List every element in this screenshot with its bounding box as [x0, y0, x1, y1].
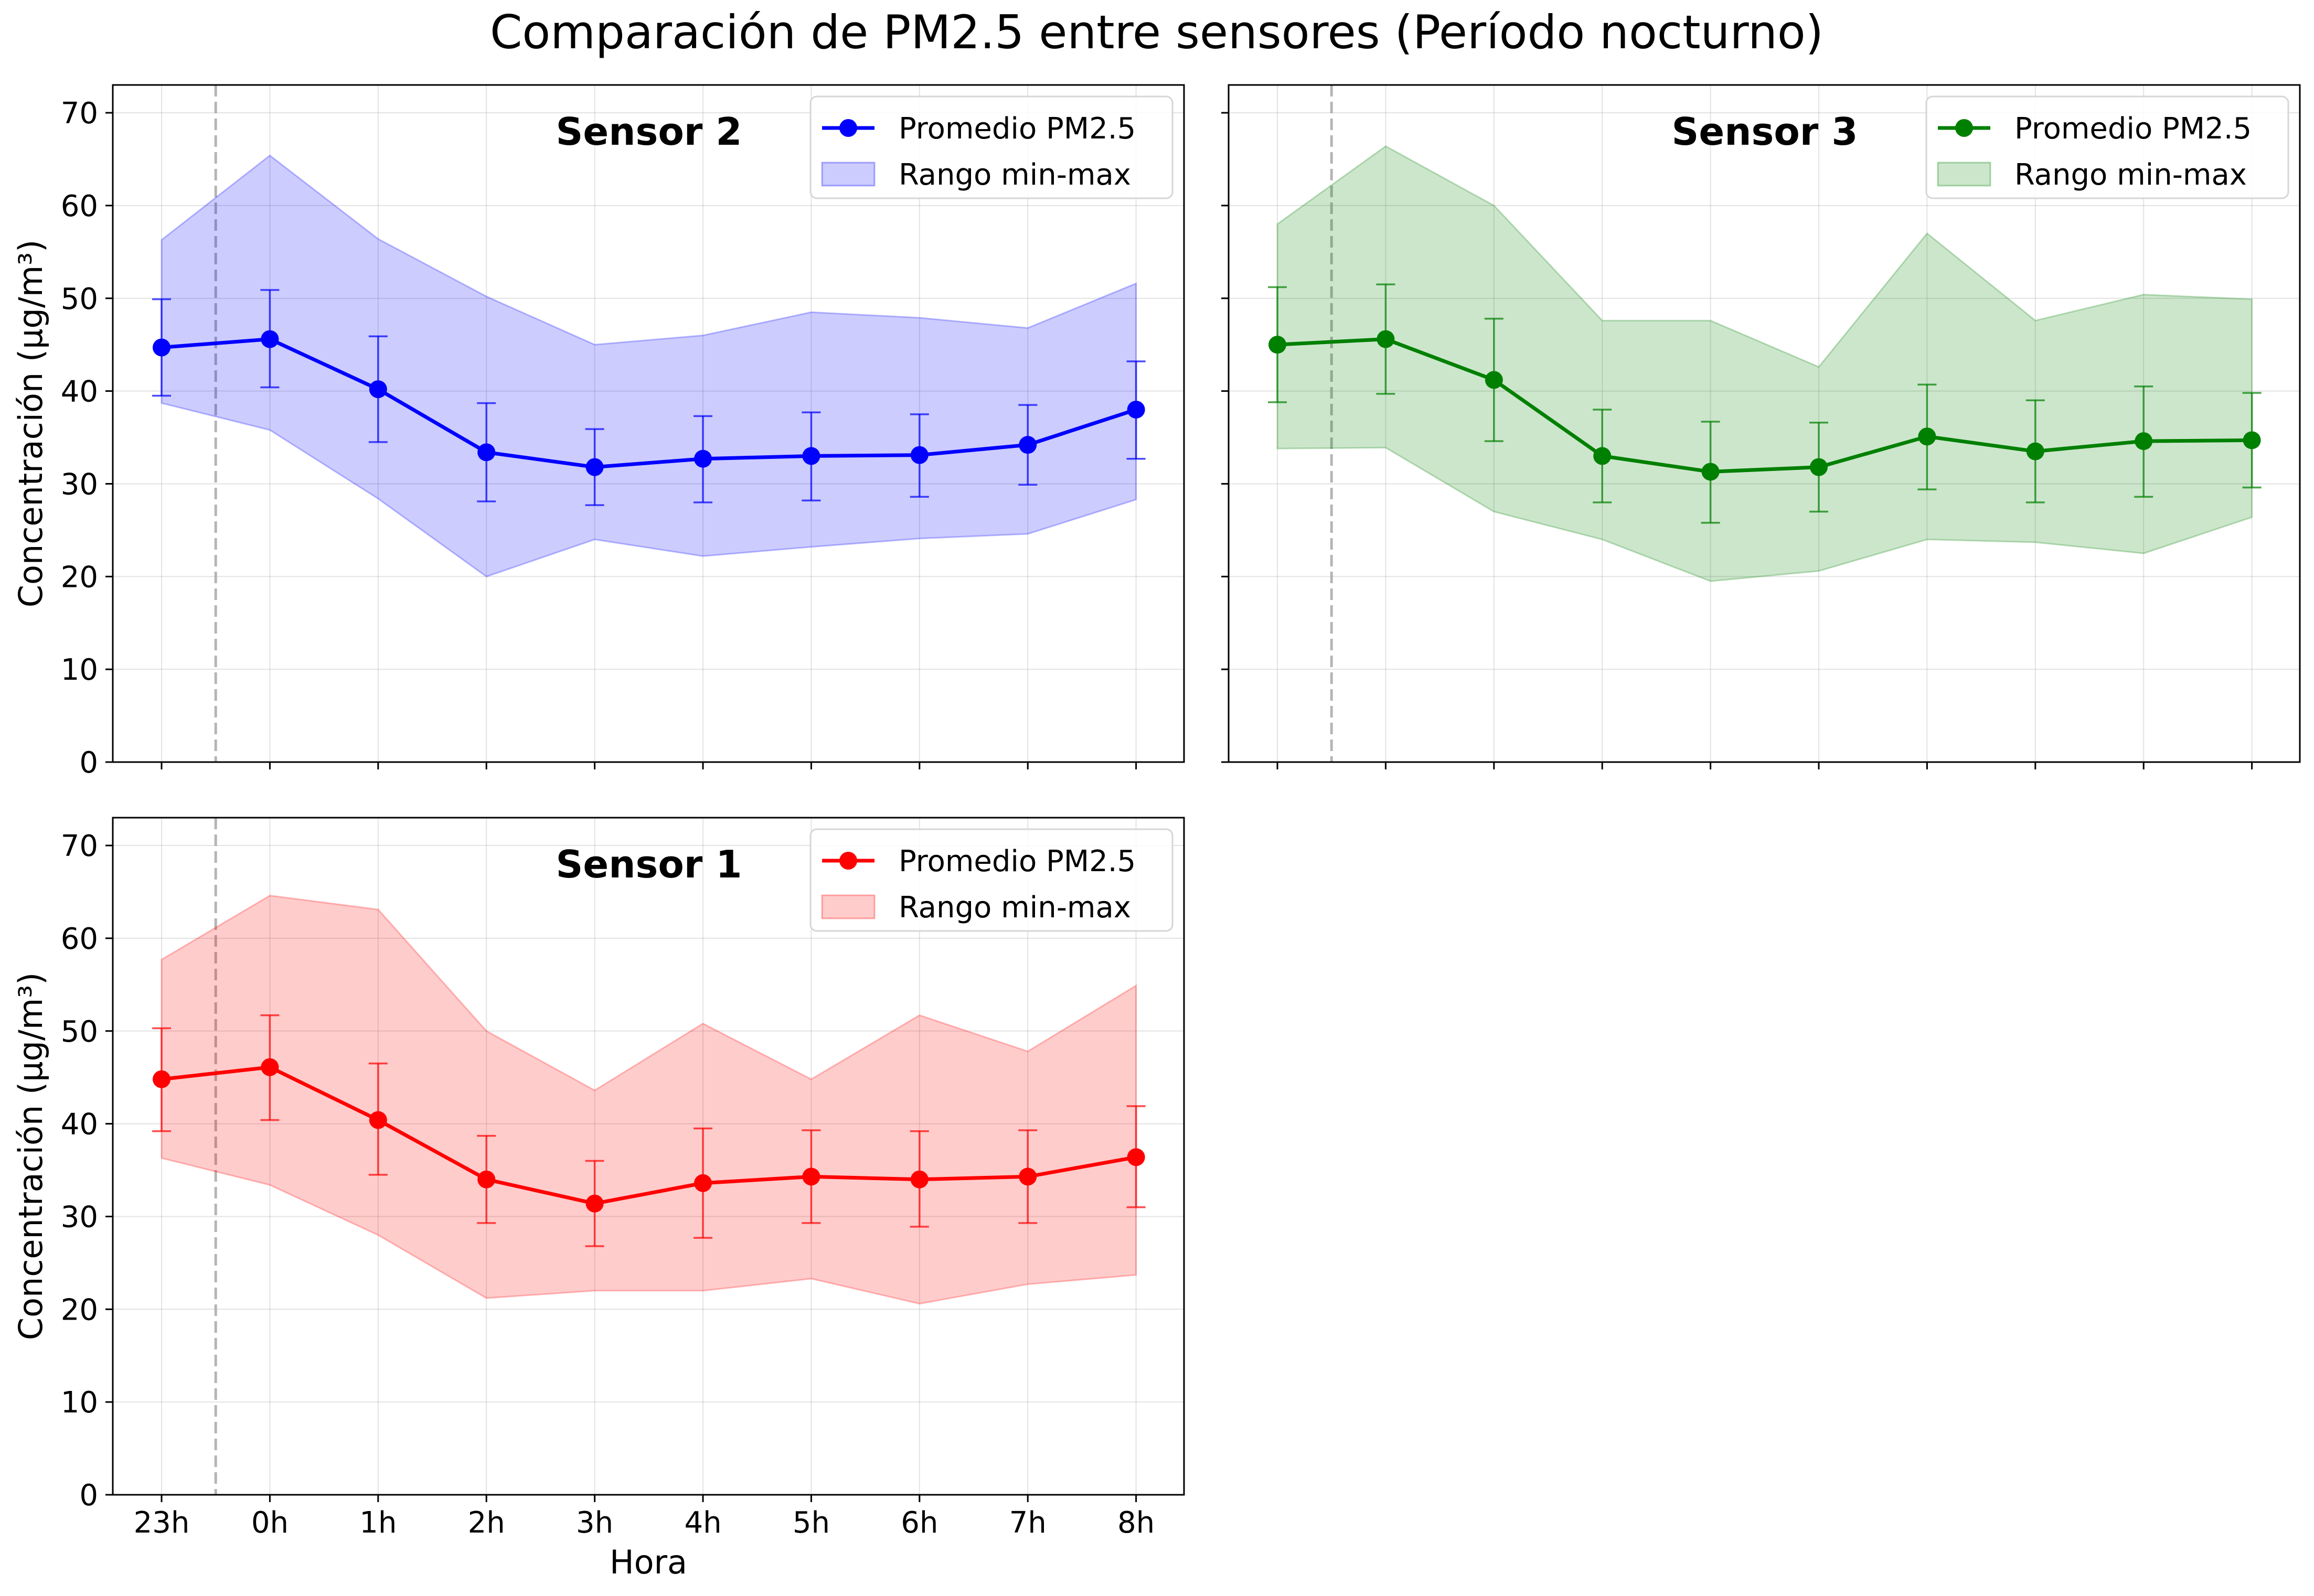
y-tick-label: 50: [61, 1015, 98, 1049]
legend-marker-swatch: [1955, 119, 1973, 137]
y-tick-label: 20: [61, 1293, 98, 1327]
data-point: [477, 1170, 496, 1188]
y-tick-label: 30: [61, 1200, 98, 1234]
y-tick-label: 50: [61, 282, 98, 316]
data-point: [2026, 442, 2044, 460]
x-tick-label: 6h: [901, 1506, 938, 1540]
data-point: [802, 447, 820, 465]
subplot-title: Sensor 1: [556, 842, 742, 886]
subplot-title: Sensor 2: [556, 110, 742, 154]
legend-marker-swatch: [839, 852, 857, 870]
subplot-3: 0 10 20 30 40 50 60 70 23h 0h 1h 2h 3h 4h 5h 6h 7h 8h Conc…: [12, 817, 1185, 1581]
legend-band-swatch: [1937, 162, 1991, 187]
data-point: [1485, 371, 1503, 389]
data-point: [1377, 330, 1395, 348]
x-tick-label: 8h: [1117, 1506, 1155, 1540]
mean-line: [161, 1065, 1137, 1206]
legend-marker-swatch: [839, 119, 857, 137]
legend-label: Rango min-max: [899, 891, 1131, 925]
data-point: [261, 1058, 279, 1076]
axes-frame: [112, 817, 1185, 1496]
legend-band-swatch: [821, 162, 876, 187]
data-point: [585, 1194, 604, 1213]
data-point: [261, 330, 279, 348]
legend: Promedio PM2.5 Rango min-max: [809, 828, 1174, 932]
data-point: [153, 1070, 170, 1088]
legend-frame: [809, 828, 1174, 932]
axes-frame: [112, 84, 1185, 763]
data-point: [694, 449, 712, 468]
y-tick-label: 10: [61, 1386, 98, 1420]
data-point: [2243, 431, 2261, 449]
x-tick-label: 0h: [251, 1506, 289, 1540]
x-tick-label: 1h: [359, 1506, 397, 1540]
data-point: [1593, 447, 1612, 465]
legend-label: Rango min-max: [2014, 158, 2247, 192]
x-tick-label: 7h: [1009, 1506, 1047, 1540]
y-axis-label: Concentración (μg/m³): [12, 972, 50, 1340]
y-tick-label: 40: [61, 1108, 98, 1142]
x-tick-label: 5h: [793, 1506, 830, 1540]
data-point: [1701, 463, 1720, 481]
legend: Promedio PM2.5 Rango min-max: [1925, 95, 2289, 199]
legend-label: Promedio PM2.5: [2014, 112, 2252, 146]
legend-band-swatch: [821, 894, 876, 919]
legend-label: Promedio PM2.5: [899, 844, 1136, 879]
y-tick-label: 60: [61, 922, 98, 956]
figure-title: Comparación de PM2.5 entre sensores (Per…: [490, 5, 1824, 59]
axes-frame: [1228, 84, 2301, 763]
y-tick-label: 30: [61, 467, 98, 501]
legend-label: Promedio PM2.5: [899, 112, 1136, 146]
range-band: [1276, 145, 2253, 582]
data-point: [910, 1170, 929, 1188]
data-point: [1127, 1148, 1145, 1166]
data-point: [369, 380, 387, 399]
subplot-2: Sensor 3 Promedio PM2.5 Rango min-max: [1221, 84, 2301, 769]
data-point: [1019, 436, 1037, 454]
y-tick-label: 70: [61, 829, 98, 863]
range-band: [161, 894, 1137, 1305]
data-point: [1268, 336, 1286, 354]
mean-line: [1277, 337, 2252, 474]
data-point: [1918, 427, 1936, 446]
y-tick-label: 20: [61, 560, 98, 594]
legend-label: Rango min-max: [899, 158, 1131, 192]
data-point: [1127, 400, 1145, 419]
x-tick-label: 23h: [134, 1506, 190, 1540]
data-point: [369, 1111, 387, 1129]
data-point: [1810, 458, 1828, 476]
subplot-title: Sensor 3: [1672, 110, 1858, 154]
legend-frame: [1925, 95, 2289, 199]
y-tick-label: 10: [61, 653, 98, 687]
range-band: [161, 154, 1137, 577]
x-axis-label: Hora: [610, 1543, 687, 1581]
subplot-1: 0 10 20 30 40 50 60 70 Concentración (μg/m³) Sens…: [12, 84, 1185, 780]
y-tick-label: 40: [61, 375, 98, 409]
x-tick-label: 4h: [684, 1506, 721, 1540]
y-tick-label: 70: [61, 97, 98, 131]
data-point: [2135, 432, 2153, 451]
data-point: [694, 1174, 712, 1192]
legend: Promedio PM2.5 Rango min-max: [809, 95, 1174, 199]
subplots: 0 10 20 30 40 50 60 70 Concentración (μg/m³) Sens…: [12, 84, 2301, 1581]
mean-line: [161, 337, 1137, 469]
y-tick-label: 60: [61, 189, 98, 223]
legend-frame: [809, 95, 1174, 199]
x-tick-label: 3h: [576, 1506, 613, 1540]
x-tick-label: 2h: [468, 1506, 505, 1540]
y-tick-label: 0: [79, 746, 98, 780]
data-point: [153, 338, 170, 357]
data-point: [1019, 1167, 1037, 1186]
data-point: [802, 1167, 820, 1186]
data-point: [585, 458, 604, 476]
data-point: [477, 443, 496, 462]
y-tick-label: 0: [79, 1479, 98, 1513]
data-point: [910, 446, 929, 464]
y-axis-label: Concentración (μg/m³): [12, 240, 50, 607]
